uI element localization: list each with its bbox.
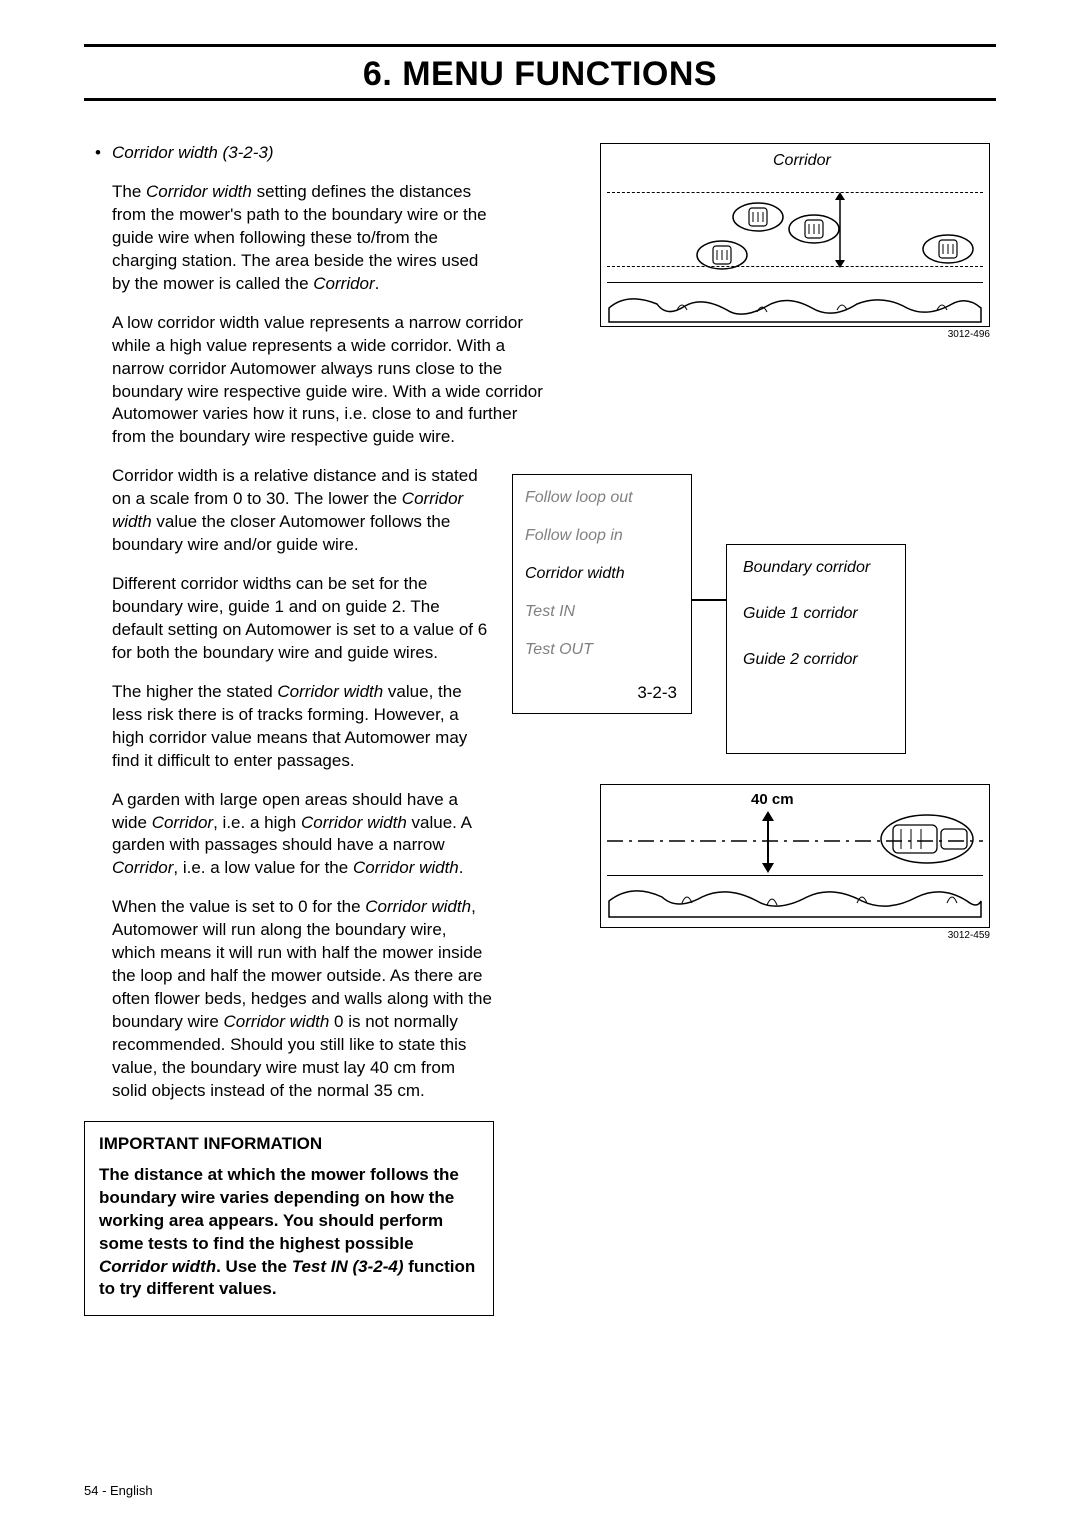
header-rule-top (84, 44, 996, 47)
figure3-caption: 3012-459 (600, 930, 990, 941)
submenu-item: Boundary corridor (743, 559, 893, 577)
page-title: 6. MENU FUNCTIONS (84, 49, 996, 98)
menu-left-panel: Follow loop out Follow loop in Corridor … (512, 474, 692, 714)
info-title: IMPORTANT INFORMATION (99, 1134, 479, 1154)
mower-large-icon (877, 811, 977, 867)
mower-icon (731, 200, 785, 234)
menu-diagram: Follow loop out Follow loop in Corridor … (512, 474, 996, 754)
figure-corridor: Corridor (600, 143, 990, 327)
figure1-label: Corridor (773, 152, 831, 170)
shrub-icon (607, 290, 983, 324)
corridor-dash-top (607, 192, 983, 193)
page-footer: 54 - English (84, 1483, 153, 1498)
mower-icon (921, 232, 975, 266)
info-body: The distance at which the mower follows … (99, 1164, 479, 1302)
menu-item: Test OUT (525, 641, 679, 659)
menu-right-panel: Boundary corridor Guide 1 corridor Guide… (726, 544, 906, 754)
menu-item-active: Corridor width (525, 565, 679, 583)
menu-code: 3-2-3 (637, 683, 677, 703)
mower-icon (787, 212, 841, 246)
mower-icon (695, 238, 749, 272)
content-area: • Corridor width (3-2-3) The Corridor wi… (84, 143, 996, 1316)
boundary-line (607, 875, 983, 876)
section-heading: • Corridor width (3-2-3) (84, 143, 494, 163)
boundary-line (607, 282, 983, 283)
menu-item: Follow loop in (525, 527, 679, 545)
right-column: Corridor 3012-496 Foll (512, 143, 996, 1316)
menu-item: Follow loop out (525, 489, 679, 507)
menu-connector-line (692, 599, 726, 601)
header-rule-bottom (84, 98, 996, 101)
paragraph-3: Corridor width is a relative distance an… (112, 465, 494, 557)
paragraph-6: A garden with large open areas should ha… (112, 789, 494, 881)
figure3-label: 40 cm (751, 791, 794, 808)
paragraph-4: Different corridor widths can be set for… (112, 573, 494, 665)
paragraph-7: When the value is set to 0 for the Corri… (112, 896, 494, 1102)
submenu-item: Guide 2 corridor (743, 651, 893, 669)
shrub-icon (607, 881, 983, 921)
info-box: IMPORTANT INFORMATION The distance at wh… (84, 1121, 494, 1317)
corridor-dash-bot (607, 266, 983, 267)
figure-40cm: 40 cm (600, 784, 990, 928)
section-label: Corridor width (3-2-3) (112, 143, 274, 163)
submenu-item: Guide 1 corridor (743, 605, 893, 623)
paragraph-5: The higher the stated Corridor width val… (112, 681, 494, 773)
menu-item: Test IN (525, 603, 679, 621)
left-column: • Corridor width (3-2-3) The Corridor wi… (84, 143, 494, 1316)
bullet-icon: • (84, 143, 112, 163)
paragraph-1: The Corridor width setting defines the d… (112, 181, 494, 296)
paragraph-2: A low corridor width value represents a … (112, 312, 552, 450)
figure1-caption: 3012-496 (600, 329, 990, 340)
